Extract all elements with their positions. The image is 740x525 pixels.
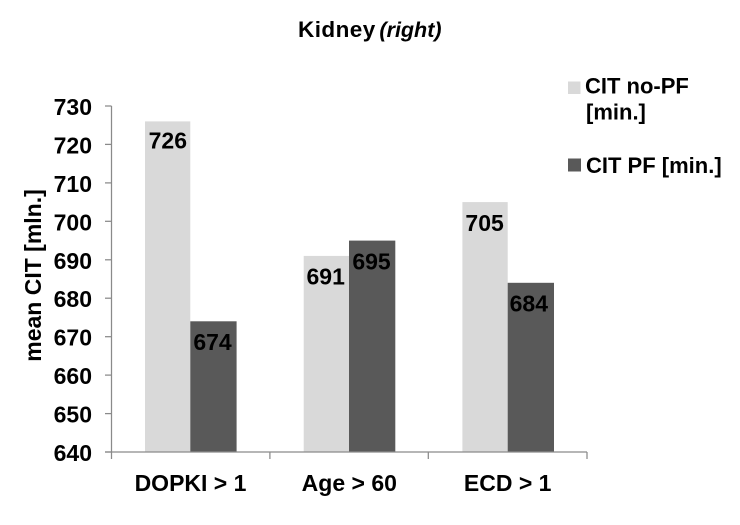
svg-text:Age > 60: Age > 60 <box>302 470 397 496</box>
svg-text:DOPKI > 1: DOPKI > 1 <box>135 470 247 496</box>
svg-text:650: 650 <box>54 402 92 428</box>
svg-text:691: 691 <box>307 264 346 290</box>
svg-text:730: 730 <box>54 94 92 120</box>
svg-text:674: 674 <box>193 329 232 355</box>
svg-text:CIT PF [min.]: CIT PF [min.] <box>586 153 722 178</box>
svg-text:710: 710 <box>54 171 92 197</box>
svg-text:720: 720 <box>54 132 92 158</box>
svg-text:640: 640 <box>54 440 92 466</box>
svg-text:695: 695 <box>352 248 391 274</box>
svg-text:670: 670 <box>54 325 92 351</box>
svg-text:726: 726 <box>149 128 187 154</box>
svg-text:[min.]: [min.] <box>586 100 646 125</box>
svg-text:660: 660 <box>54 363 92 389</box>
svg-text:690: 690 <box>54 248 92 274</box>
svg-text:680: 680 <box>54 286 92 312</box>
svg-text:700: 700 <box>54 209 92 235</box>
svg-text:684: 684 <box>510 291 549 317</box>
svg-text:705: 705 <box>465 210 504 236</box>
svg-text:ECD > 1: ECD > 1 <box>464 470 552 496</box>
svg-text:CIT no-PF: CIT no-PF <box>585 73 689 98</box>
svg-text:mean CIT [mln.]: mean CIT [mln.] <box>20 189 46 362</box>
svg-text:Kidney (right): Kidney (right) <box>298 17 442 42</box>
